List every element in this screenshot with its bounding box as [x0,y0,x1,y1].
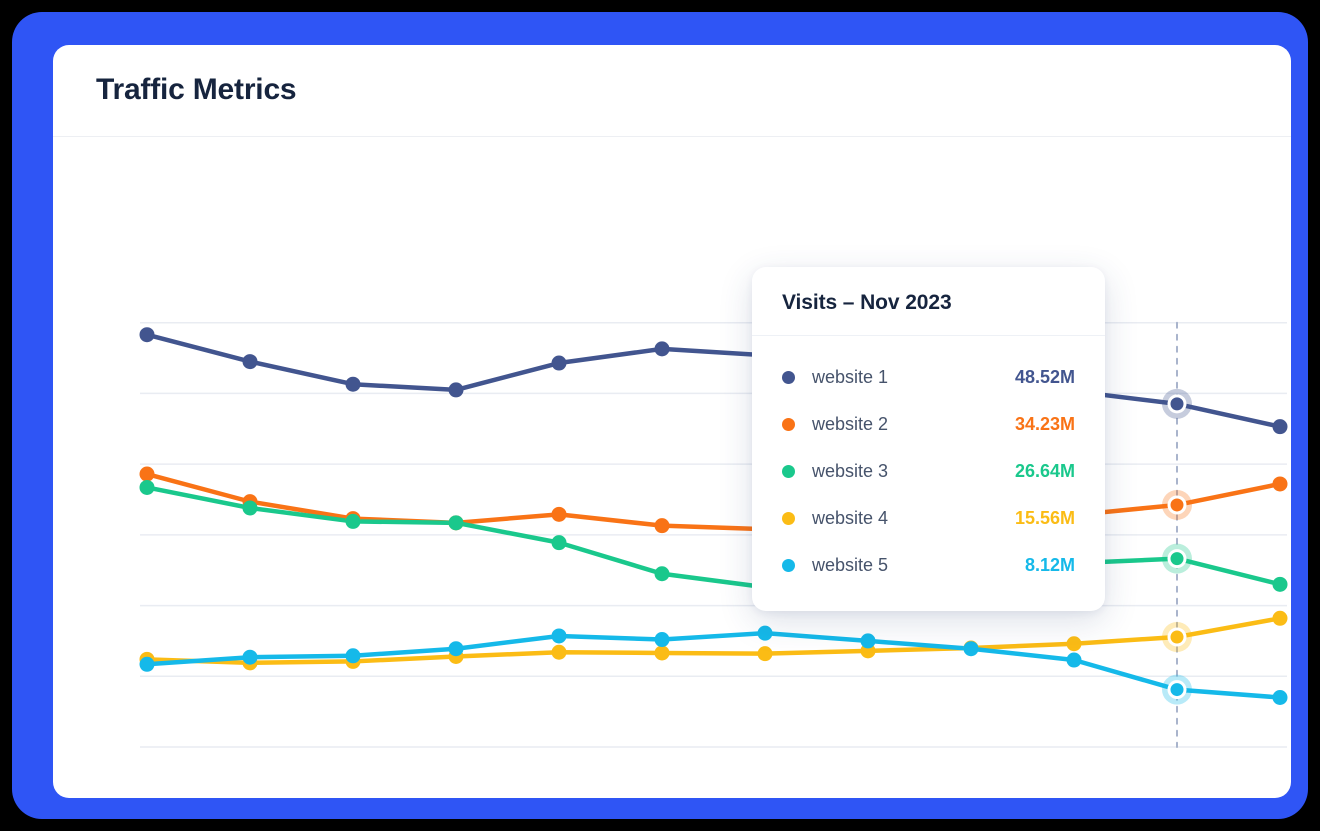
tooltip-row: website 4 15.56M [782,495,1075,542]
data-point[interactable] [448,641,464,657]
series-line[interactable] [144,332,1283,429]
chart-tooltip: Visits – Nov 2023 website 1 48.52M website… [752,267,1105,611]
traffic-metrics-card: Traffic Metrics Visits – Nov 2023 websit… [53,45,1291,798]
data-point[interactable] [757,646,773,662]
series-line[interactable] [144,471,1283,532]
page-title: Traffic Metrics [96,73,297,106]
data-point[interactable] [757,625,773,641]
data-point[interactable] [654,645,670,661]
data-point[interactable] [654,566,670,582]
data-point[interactable] [345,376,361,392]
data-point[interactable] [139,656,155,672]
tooltip-series-value: 48.52M [1014,367,1075,387]
chart-plot-area[interactable] [53,137,1291,798]
tooltip-series-value: 34.23M [1014,414,1075,434]
series-line[interactable] [144,630,1283,700]
tooltip-row: website 1 48.52M [782,354,1075,401]
data-point[interactable] [448,515,464,531]
data-point[interactable] [551,506,567,522]
data-point[interactable] [139,466,155,482]
data-point[interactable] [1272,419,1288,435]
data-point[interactable] [345,513,361,529]
data-point[interactable] [654,518,670,534]
blue-window-frame: Traffic Metrics Visits – Nov 2023 websit… [12,12,1308,819]
tooltip-series-label: website 5 [812,555,889,575]
data-point[interactable] [1066,636,1082,652]
series-color-dot-icon [782,512,795,525]
data-point[interactable] [1272,610,1288,626]
data-point[interactable] [963,641,979,657]
tooltip-series-label: website 1 [812,367,889,387]
series-color-dot-icon [782,418,795,431]
data-point[interactable] [551,535,567,551]
series-color-dot-icon [782,371,795,384]
data-point[interactable] [139,479,155,495]
series-line[interactable] [144,485,1283,590]
card-header: Traffic Metrics [53,45,1291,137]
tooltip-series-list: website 1 48.52M website 2 34.23M website 3 2… [752,336,1105,611]
tooltip-series-value: 26.64M [1014,461,1075,481]
data-point[interactable] [1272,690,1288,705]
data-point[interactable] [345,648,361,664]
tooltip-series-label: website 4 [812,508,889,528]
data-point[interactable] [654,341,670,357]
highlighted-data-point[interactable] [1170,498,1184,512]
data-point[interactable] [1272,576,1288,592]
tooltip-series-value: 8.12M [1024,555,1075,575]
data-point[interactable] [242,500,258,516]
data-point[interactable] [551,355,567,371]
tooltip-series-label: website 3 [812,461,889,481]
data-point[interactable] [654,632,670,648]
tooltip-series-value: 15.56M [1014,508,1075,528]
data-point[interactable] [860,633,876,649]
tooltip-series-label: website 2 [812,414,889,434]
tooltip-row: website 5 8.12M [782,542,1075,589]
data-point[interactable] [1066,652,1082,668]
series-color-dot-icon [782,465,795,478]
series-color-dot-icon [782,559,795,572]
data-point[interactable] [1272,476,1288,492]
line-chart-svg[interactable] [53,137,1291,798]
data-point[interactable] [139,327,155,343]
data-point[interactable] [448,382,464,398]
tooltip-header: Visits – Nov 2023 [752,267,1105,336]
data-point[interactable] [551,644,567,660]
data-point[interactable] [242,354,258,370]
highlighted-data-point[interactable] [1170,397,1184,411]
highlighted-data-point[interactable] [1170,630,1184,644]
series-line[interactable] [144,616,1283,666]
highlighted-data-point[interactable] [1170,683,1184,697]
highlighted-data-point[interactable] [1170,552,1184,566]
data-point[interactable] [551,628,567,644]
data-point[interactable] [242,649,258,665]
tooltip-title: Visits – Nov 2023 [782,291,952,314]
tooltip-row: website 2 34.23M [782,401,1075,448]
tooltip-row: website 3 26.64M [782,448,1075,495]
